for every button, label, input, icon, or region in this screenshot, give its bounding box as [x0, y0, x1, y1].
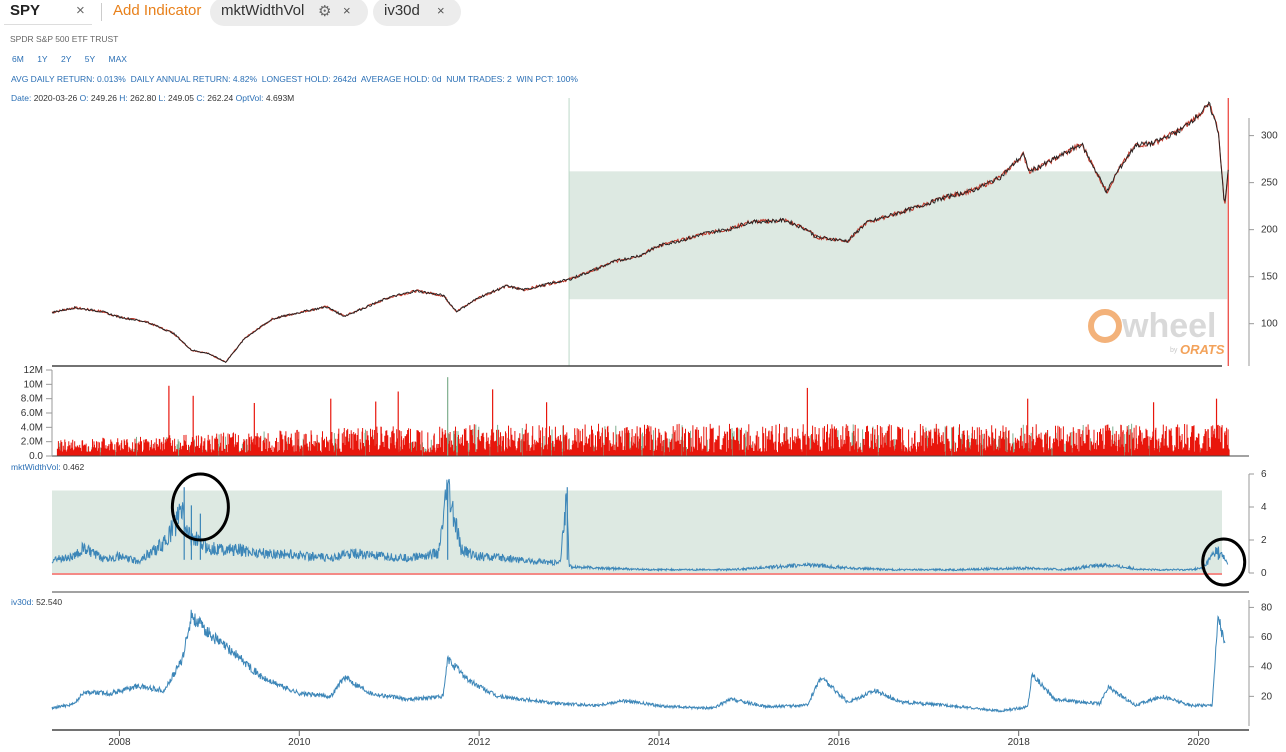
win-pct-value: 100% [556, 74, 578, 84]
num-trades-value: 2 [507, 74, 512, 84]
longest-hold-label: LONGEST HOLD: [261, 74, 331, 84]
open-label: O: [79, 93, 89, 103]
optvol-value: 4.693M [265, 93, 295, 103]
trade-shade [569, 171, 1228, 300]
iv30d-line [51, 609, 1226, 713]
volume-tick-label: 0.0 [29, 451, 43, 462]
range-1y[interactable]: 1Y [37, 54, 48, 64]
iv30d-tick-label: 60 [1261, 632, 1273, 643]
price-tick-label: 250 [1261, 178, 1278, 189]
wheel-logo-brand: ORATS [1180, 342, 1225, 357]
wheel-logo-ring [1088, 309, 1122, 343]
stats-line: AVG DAILY RETURN: 0.013% DAILY ANNUAL RE… [11, 74, 578, 84]
average-hold-value: 0d [432, 74, 442, 84]
indicator-chip-mktwidthvol[interactable]: mktWidthVol ⚙ × [210, 0, 368, 26]
x-tick-label: 2010 [288, 737, 311, 748]
range-2y[interactable]: 2Y [60, 54, 72, 64]
high-value: 262.80 [130, 93, 157, 103]
iv30d-tick-label: 80 [1261, 602, 1273, 613]
optvol-label: OptVol: [235, 93, 264, 103]
x-tick-label: 2014 [648, 737, 671, 748]
price-tick-label: 150 [1261, 272, 1278, 283]
close-icon[interactable]: × [437, 3, 445, 18]
mktwidthvol-tick-label: 6 [1261, 469, 1267, 480]
iv30d-readout: iv30d: 52.540 [11, 597, 62, 607]
iv30d-label: iv30d: [11, 597, 34, 607]
header-divider [101, 3, 102, 21]
close-label: C: [196, 93, 205, 103]
gear-icon[interactable]: ⚙ [318, 3, 332, 20]
chip-label: mktWidthVol [221, 2, 305, 19]
date-value: 2020-03-26 [33, 93, 78, 103]
ohlc-readout: Date: 2020-03-26 O: 249.26 H: 262.80 L: … [11, 93, 294, 103]
close-value: 262.24 [207, 93, 234, 103]
volume-bar-red [56, 423, 1230, 456]
clear-symbol-icon[interactable]: × [76, 2, 85, 19]
mktwidthvol-shade [52, 490, 1222, 573]
security-name: SPDR S&P 500 ETF TRUST [10, 34, 119, 44]
date-label: Date: [11, 93, 32, 103]
mktwidthvol-label: mktWidthVol: [11, 462, 61, 472]
mktwidthvol-line [51, 478, 1229, 573]
longest-hold-value: 2642d [332, 74, 357, 84]
symbol-text: SPY [10, 2, 41, 19]
mktwidthvol-tick-label: 0 [1261, 568, 1267, 579]
iv30d-tick-label: 40 [1261, 662, 1273, 673]
close-icon[interactable]: × [343, 3, 351, 18]
x-tick-label: 2008 [108, 737, 131, 748]
iv30d-value: 52.540 [36, 597, 63, 607]
chip-label: iv30d [384, 2, 420, 19]
wheel-logo-by: by [1170, 347, 1178, 354]
low-label: L: [158, 93, 166, 103]
range-max[interactable]: MAX [108, 54, 127, 64]
iv30d-tick-label: 20 [1261, 691, 1273, 702]
win-pct-label: WIN PCT: [516, 74, 554, 84]
indicator-chip-iv30d[interactable]: iv30d × [373, 0, 461, 26]
average-hold-label: AVERAGE HOLD: [360, 74, 430, 84]
highlight-circle [170, 472, 230, 542]
highlight-circle [1201, 537, 1247, 587]
wheel-logo: wheel by ORATS [1088, 307, 1225, 357]
daily-annual-return-label: DAILY ANNUAL RETURN: [130, 74, 231, 84]
avg-daily-return-label: AVG DAILY RETURN: [11, 74, 95, 84]
range-6m[interactable]: 6M [12, 54, 24, 64]
volume-tick-label: 2.0M [21, 437, 43, 448]
avg-daily-return-value: 0.013% [96, 74, 126, 84]
price-tick-label: 100 [1261, 319, 1278, 330]
volume-tick-label: 10M [24, 379, 43, 390]
x-tick-label: 2016 [828, 737, 851, 748]
wheel-logo-text: wheel [1121, 307, 1216, 345]
symbol-input[interactable]: SPY × [4, 0, 92, 25]
high-label: H: [119, 93, 128, 103]
volume-bars [56, 377, 1230, 456]
range-5y[interactable]: 5Y [84, 54, 96, 64]
volume-tick-label: 8.0M [21, 394, 43, 405]
mktwidthvol-value: 0.462 [62, 462, 85, 472]
open-value: 249.26 [90, 93, 117, 103]
volume-tick-label: 12M [24, 365, 43, 376]
range-selector: 6M 1Y 2Y 5Y MAX [12, 54, 138, 64]
add-indicator-button[interactable]: Add Indicator [113, 2, 202, 19]
price-tick-label: 300 [1261, 131, 1278, 142]
price-line [51, 101, 1229, 364]
num-trades-label: NUM TRADES: [446, 74, 505, 84]
x-tick-label: 2012 [468, 737, 491, 748]
x-tick-label: 2020 [1187, 737, 1210, 748]
x-tick-label: 2018 [1008, 737, 1031, 748]
low-value: 249.05 [168, 93, 195, 103]
daily-annual-return-value: 4.82% [232, 74, 258, 84]
volume-tick-label: 6.0M [21, 408, 43, 419]
mktwidthvol-tick-label: 4 [1261, 502, 1267, 513]
price-tick-label: 200 [1261, 225, 1278, 236]
header-bar: SPY × Add Indicator mktWidthVol ⚙ × iv30… [0, 0, 1286, 26]
volume-tick-label: 4.0M [21, 422, 43, 433]
mktwidthvol-tick-label: 2 [1261, 535, 1267, 546]
mktwidthvol-readout: mktWidthVol: 0.462 [11, 462, 84, 472]
